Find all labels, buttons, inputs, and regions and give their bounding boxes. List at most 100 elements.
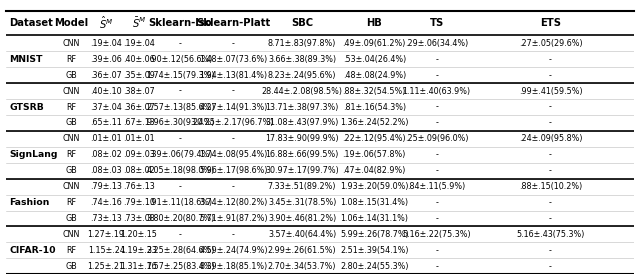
Text: -: - (232, 182, 235, 191)
Text: 8.23±.24(95.6%): 8.23±.24(95.6%) (268, 71, 337, 80)
Text: .73±.08: .73±.08 (123, 214, 155, 223)
Text: 1.08±.15(31.4%): 1.08±.15(31.4%) (340, 198, 408, 207)
Text: .27±.05(29.6%): .27±.05(29.6%) (518, 39, 582, 48)
Text: .90±.12(56.6%): .90±.12(56.6%) (148, 55, 212, 64)
Text: 3.80±.20(80.7%): 3.80±.20(80.7%) (147, 214, 214, 223)
Text: 30.97±.17(99.7%): 30.97±.17(99.7%) (265, 166, 339, 175)
Text: -: - (549, 166, 552, 175)
Text: 16.88±.66(99.5%): 16.88±.66(99.5%) (266, 150, 339, 159)
Text: -: - (232, 230, 235, 239)
Text: .81±.16(54.3%): .81±.16(54.3%) (342, 102, 406, 112)
Text: 1.06±.14(31.1%): 1.06±.14(31.1%) (340, 214, 408, 223)
Text: -: - (549, 119, 552, 127)
Text: 3.90±.46(81.2%): 3.90±.46(81.2%) (268, 214, 336, 223)
Text: RF: RF (66, 246, 76, 255)
Text: GTSRB: GTSRB (10, 102, 44, 112)
Text: .24±.09(95.8%): .24±.09(95.8%) (519, 134, 582, 143)
Text: SBC: SBC (291, 18, 313, 28)
Text: -: - (549, 71, 552, 80)
Text: $\hat{S}^M$: $\hat{S}^M$ (99, 15, 113, 31)
Text: RF: RF (66, 102, 76, 112)
Text: 5.16±.22(75.3%): 5.16±.22(75.3%) (403, 230, 471, 239)
Text: .91±.11(18.6%): .91±.11(18.6%) (149, 198, 212, 207)
Text: 1.27±.19: 1.27±.19 (88, 230, 125, 239)
Text: .08±.02: .08±.02 (90, 150, 122, 159)
Text: 1.94±.13(81.4%): 1.94±.13(81.4%) (200, 71, 268, 80)
Text: ETS: ETS (540, 18, 561, 28)
Text: 3.45±.31(78.5%): 3.45±.31(78.5%) (268, 198, 336, 207)
Text: -: - (435, 198, 438, 207)
Text: -: - (435, 102, 438, 112)
Text: -: - (435, 71, 438, 80)
Text: -: - (232, 39, 235, 48)
Text: Model: Model (54, 18, 88, 28)
Text: 3.66±.38(89.3%): 3.66±.38(89.3%) (268, 55, 336, 64)
Text: -: - (232, 87, 235, 96)
Text: -: - (435, 214, 438, 223)
Text: -: - (179, 134, 182, 143)
Text: .01±.01: .01±.01 (90, 134, 122, 143)
Text: -: - (179, 39, 182, 48)
Text: .39±.06(79.4%): .39±.06(79.4%) (148, 150, 212, 159)
Text: 7.57±.25(83.4%): 7.57±.25(83.4%) (146, 262, 215, 271)
Text: -: - (435, 55, 438, 64)
Text: GB: GB (65, 214, 77, 223)
Text: -: - (179, 87, 182, 96)
Text: 8.71±.83(97.8%): 8.71±.83(97.8%) (268, 39, 336, 48)
Text: 2.57±.13(85.6%): 2.57±.13(85.6%) (146, 102, 214, 112)
Text: .79±.10: .79±.10 (123, 198, 155, 207)
Text: GB: GB (65, 119, 77, 127)
Text: .40±.06: .40±.06 (123, 55, 154, 64)
Text: .38±.07: .38±.07 (123, 87, 155, 96)
Text: .37±.04: .37±.04 (90, 102, 122, 112)
Text: 5.16±.43(75.3%): 5.16±.43(75.3%) (516, 230, 585, 239)
Text: 1.31±.16: 1.31±.16 (120, 262, 157, 271)
Text: CNN: CNN (62, 134, 80, 143)
Text: .73±.13: .73±.13 (90, 214, 122, 223)
Text: .53±.04(26.4%): .53±.04(26.4%) (342, 55, 406, 64)
Text: .39±.06: .39±.06 (90, 55, 122, 64)
Text: 13.71±.38(97.3%): 13.71±.38(97.3%) (266, 102, 339, 112)
Text: -: - (549, 102, 552, 112)
Text: .09±.03: .09±.03 (123, 150, 155, 159)
Text: 3.74±.12(80.2%): 3.74±.12(80.2%) (199, 198, 268, 207)
Text: GB: GB (65, 166, 77, 175)
Text: .40±.10: .40±.10 (90, 87, 122, 96)
Text: CNN: CNN (62, 230, 80, 239)
Text: -: - (435, 119, 438, 127)
Text: .74±.16: .74±.16 (90, 198, 122, 207)
Text: MNIST: MNIST (10, 55, 43, 64)
Text: .25±.09(96.0%): .25±.09(96.0%) (405, 134, 468, 143)
Text: 7.33±.51(89.2%): 7.33±.51(89.2%) (268, 182, 337, 191)
Text: 1.25±.21: 1.25±.21 (88, 262, 125, 271)
Text: 2.51±.39(54.1%): 2.51±.39(54.1%) (340, 246, 408, 255)
Text: .19±.04: .19±.04 (90, 39, 122, 48)
Text: .47±.04(82.9%): .47±.04(82.9%) (342, 166, 406, 175)
Text: SignLang: SignLang (10, 150, 58, 159)
Text: -: - (549, 55, 552, 64)
Text: 3.57±.40(64.4%): 3.57±.40(64.4%) (268, 230, 336, 239)
Text: -: - (435, 166, 438, 175)
Text: .36±.07: .36±.07 (90, 71, 122, 80)
Text: -: - (179, 230, 182, 239)
Text: 17.83±.90(99.9%): 17.83±.90(99.9%) (266, 134, 339, 143)
Text: .36±.07: .36±.07 (123, 102, 155, 112)
Text: .35±.09: .35±.09 (123, 71, 155, 80)
Text: 4.27±.14(91.3%): 4.27±.14(91.3%) (199, 102, 268, 112)
Text: Dataset: Dataset (10, 18, 53, 28)
Text: -: - (232, 134, 235, 143)
Text: -: - (549, 214, 552, 223)
Text: .88±.15(10.2%): .88±.15(10.2%) (519, 182, 582, 191)
Text: .22±.12(95.4%): .22±.12(95.4%) (342, 134, 406, 143)
Text: RF: RF (66, 198, 76, 207)
Text: .08±.03: .08±.03 (90, 166, 122, 175)
Text: 5.99±.26(78.7%): 5.99±.26(78.7%) (340, 230, 408, 239)
Text: .84±.11(5.9%): .84±.11(5.9%) (408, 182, 466, 191)
Text: 31.08±.43(97.9%): 31.08±.43(97.9%) (266, 119, 339, 127)
Text: 1.11±.40(63.9%): 1.11±.40(63.9%) (403, 87, 471, 96)
Text: 28.44±.2.08(98.5%): 28.44±.2.08(98.5%) (262, 87, 342, 96)
Text: -: - (179, 182, 182, 191)
Text: -: - (549, 262, 552, 271)
Text: .88±.32(54.5%): .88±.32(54.5%) (342, 87, 406, 96)
Text: 2.70±.34(53.7%): 2.70±.34(53.7%) (268, 262, 337, 271)
